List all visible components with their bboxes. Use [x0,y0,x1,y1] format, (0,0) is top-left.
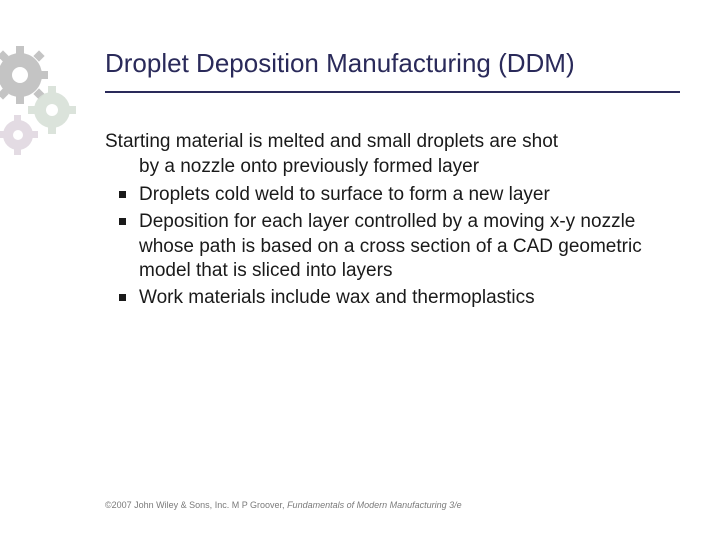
intro-text: Starting material is melted and small dr… [105,130,660,179]
intro-line-1: Starting material is melted and small dr… [105,131,558,152]
title-underline [105,91,680,93]
intro-line-2: by a nozzle onto previously formed layer [105,155,660,180]
slide-title: Droplet Deposition Manufacturing (DDM) [105,48,680,89]
gear-decoration [0,40,90,160]
bullet-item: Deposition for each layer controlled by … [105,210,660,284]
bullet-item: Work materials include wax and thermopla… [105,286,660,311]
bullet-item: Droplets cold weld to surface to form a … [105,183,660,208]
copyright-footer: ©2007 John Wiley & Sons, Inc. M P Groove… [105,500,462,510]
footer-text: ©2007 John Wiley & Sons, Inc. M P Groove… [105,500,287,510]
bullet-list: Droplets cold weld to surface to form a … [105,183,660,310]
footer-book-title: Fundamentals of Modern Manufacturing 3/e [287,500,462,510]
slide-body: Starting material is melted and small dr… [105,130,660,313]
